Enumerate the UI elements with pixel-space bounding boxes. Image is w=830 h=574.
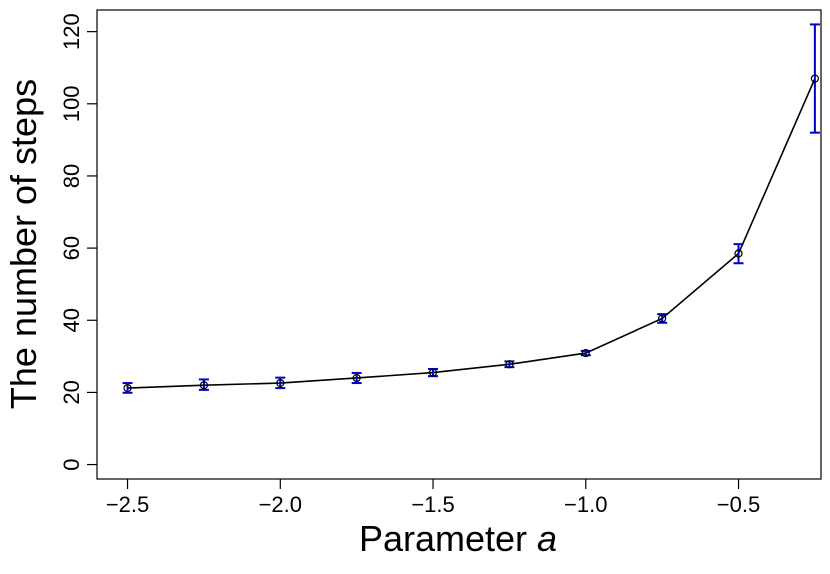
data-point — [658, 314, 667, 323]
data-point — [428, 368, 438, 377]
data-point — [581, 348, 590, 358]
data-point — [276, 378, 285, 388]
x-axis-title-text: Parameter — [359, 518, 527, 559]
y-tick-label: 120 — [59, 13, 84, 50]
y-tick-label: 100 — [59, 85, 84, 122]
x-axis-title-variable: a — [537, 518, 557, 559]
x-tick-label: −1.5 — [411, 492, 454, 517]
x-tick-label: −2.0 — [259, 492, 302, 517]
y-tick-label: 0 — [59, 458, 84, 470]
x-tick-label: −2.5 — [106, 492, 149, 517]
y-tick-label: 20 — [59, 380, 84, 404]
plot-frame — [96, 9, 822, 480]
x-axis: −2.5 −2.0 −1.5 −1.0 −0.5 — [106, 479, 760, 517]
x-tick-label: −0.5 — [717, 492, 760, 517]
data-point — [352, 373, 361, 383]
y-tick-label: 80 — [59, 164, 84, 188]
data-point — [199, 381, 209, 390]
x-axis-title: Parameter a — [359, 518, 557, 559]
series-line — [127, 78, 816, 389]
y-tick-label: 60 — [59, 236, 84, 260]
x-tick-label: −1.0 — [564, 492, 607, 517]
data-point — [810, 74, 819, 83]
y-tick-label: 40 — [59, 308, 84, 332]
series-layer — [122, 23, 820, 394]
data-point — [505, 360, 514, 369]
y-axis-title: The number of steps — [3, 79, 44, 409]
data-point — [123, 383, 132, 393]
y-axis: 0 20 40 60 80 100 120 — [59, 13, 97, 471]
data-point — [734, 249, 743, 258]
